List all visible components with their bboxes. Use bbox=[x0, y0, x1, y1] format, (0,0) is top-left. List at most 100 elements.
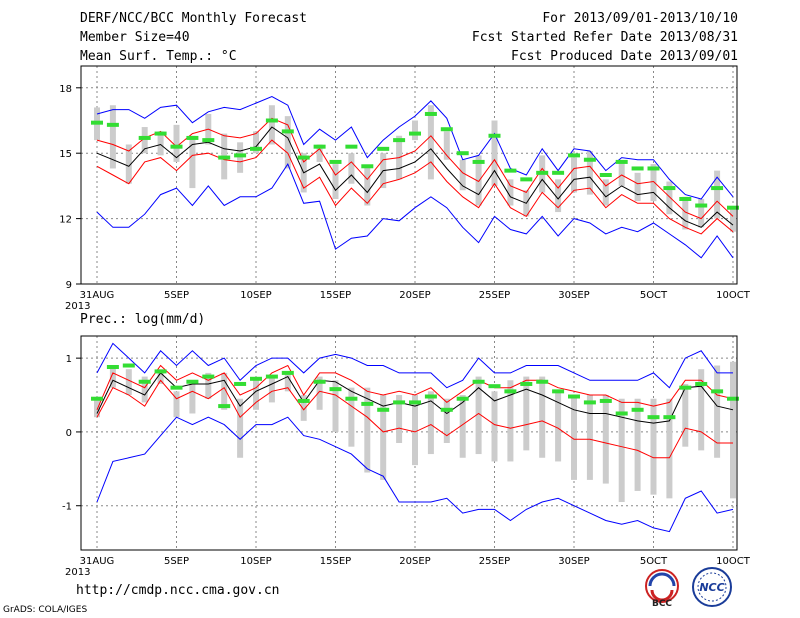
spread-box bbox=[237, 142, 244, 173]
climatology-marker bbox=[456, 396, 469, 401]
spread-box bbox=[571, 157, 577, 193]
x-tick-label: 5SEP bbox=[164, 290, 189, 301]
climatology-marker bbox=[679, 196, 692, 201]
climatology-marker bbox=[218, 155, 231, 160]
climatology-marker bbox=[695, 381, 708, 386]
ensemble-min-line bbox=[96, 416, 734, 533]
climatology-marker bbox=[218, 404, 231, 409]
spread-box bbox=[125, 369, 132, 396]
x-tick-label: 5OCT bbox=[640, 556, 668, 567]
climatology-marker bbox=[568, 153, 580, 158]
climatology-marker bbox=[583, 157, 596, 162]
spread-box bbox=[730, 361, 736, 499]
spread-box bbox=[698, 198, 705, 228]
climatology-marker bbox=[583, 400, 596, 405]
spread-box bbox=[491, 120, 498, 186]
x-tick-label: 10SEP bbox=[240, 556, 271, 567]
spread-box bbox=[268, 105, 275, 145]
spread-box bbox=[539, 376, 546, 458]
climatology-marker bbox=[361, 164, 374, 169]
spread-box bbox=[157, 369, 164, 384]
climatology-marker bbox=[440, 127, 453, 132]
precip-title: Prec.: log(mm/d) bbox=[80, 312, 205, 327]
climatology-marker bbox=[91, 396, 103, 401]
y-tick-label: 1 bbox=[66, 354, 72, 365]
climatology-marker bbox=[202, 138, 215, 143]
x-tick-label: 30SEP bbox=[558, 290, 589, 301]
spread-box bbox=[618, 161, 625, 186]
spread-box bbox=[682, 383, 689, 447]
spread-box bbox=[714, 170, 721, 219]
spread-box bbox=[284, 372, 291, 392]
climatology-marker bbox=[234, 153, 247, 158]
x-tick-label: 10SEP bbox=[240, 290, 271, 301]
variable-label: Mean Surf. Temp.: °C bbox=[80, 49, 237, 64]
x-tick-label: 20SEP bbox=[399, 556, 430, 567]
climatology-marker bbox=[631, 166, 644, 171]
climatology-marker bbox=[186, 379, 199, 384]
spread-box bbox=[523, 376, 530, 451]
spread-box bbox=[682, 196, 689, 230]
plot-frame bbox=[80, 65, 738, 285]
spread-box bbox=[459, 159, 466, 191]
spread-box bbox=[427, 105, 434, 180]
plot-frame bbox=[80, 335, 738, 551]
spread-box bbox=[443, 131, 450, 160]
model-title: DERF/NCC/BCC Monthly Forecast bbox=[80, 11, 307, 26]
spread-box bbox=[475, 376, 482, 455]
climatology-marker bbox=[488, 133, 501, 138]
spread-box bbox=[173, 124, 180, 162]
spread-box bbox=[475, 155, 482, 206]
forecast-start-date: Fcst Started Refer Date 2013/08/31 bbox=[471, 30, 738, 45]
spread-box bbox=[427, 391, 434, 455]
climatology-marker bbox=[170, 144, 183, 149]
climatology-marker bbox=[297, 155, 310, 160]
climatology-marker bbox=[711, 389, 724, 394]
climatology-marker bbox=[313, 144, 326, 149]
x-tick-label: 20SEP bbox=[399, 290, 430, 301]
climatology-marker bbox=[329, 159, 342, 164]
x-year-label: 2013 bbox=[65, 301, 90, 312]
spread-box bbox=[332, 164, 339, 199]
spread-box bbox=[221, 372, 228, 410]
lower-spread-line bbox=[96, 139, 734, 235]
climatology-marker bbox=[202, 374, 215, 379]
x-tick-label: 30SEP bbox=[558, 556, 589, 567]
climatology-marker bbox=[138, 135, 151, 140]
climatology-marker bbox=[329, 387, 342, 392]
climatology-marker bbox=[234, 381, 247, 386]
spread-box bbox=[109, 105, 116, 169]
climatology-marker bbox=[536, 379, 549, 384]
climatology-marker bbox=[106, 364, 119, 369]
y-tick-label: 15 bbox=[59, 149, 72, 160]
spread-box bbox=[714, 365, 721, 458]
climatology-marker bbox=[122, 363, 135, 368]
spread-box bbox=[189, 135, 196, 189]
climatology-marker bbox=[409, 400, 421, 405]
forecast-period: For 2013/09/01-2013/10/10 bbox=[542, 11, 738, 26]
climatology-marker bbox=[663, 415, 676, 420]
climatology-marker bbox=[393, 138, 406, 143]
spread-box bbox=[205, 372, 212, 399]
spread-box bbox=[316, 376, 323, 410]
climatology-marker bbox=[265, 374, 278, 379]
climatology-marker bbox=[472, 159, 485, 164]
spread-box bbox=[634, 172, 641, 202]
climatology-marker bbox=[186, 135, 199, 140]
climatology-marker bbox=[599, 173, 612, 177]
forecast-produced-date: Fcst Produced Date 2013/09/01 bbox=[511, 49, 738, 64]
climatology-marker bbox=[536, 170, 549, 175]
ensemble-min-line bbox=[96, 163, 734, 259]
spread-box bbox=[300, 395, 307, 421]
spread-box bbox=[332, 380, 339, 432]
spread-box bbox=[602, 179, 609, 206]
ensemble-max-line bbox=[96, 95, 734, 200]
spread-box bbox=[491, 391, 498, 462]
climatology-marker bbox=[250, 146, 262, 151]
member-size: Member Size=40 bbox=[80, 30, 190, 45]
source-url[interactable]: http://cmdp.ncc.cma.gov.cn bbox=[76, 583, 280, 598]
spread-box bbox=[237, 398, 244, 458]
climatology-marker bbox=[504, 168, 517, 173]
bcc-logo: BCC bbox=[645, 569, 679, 609]
spread-box bbox=[571, 395, 577, 480]
